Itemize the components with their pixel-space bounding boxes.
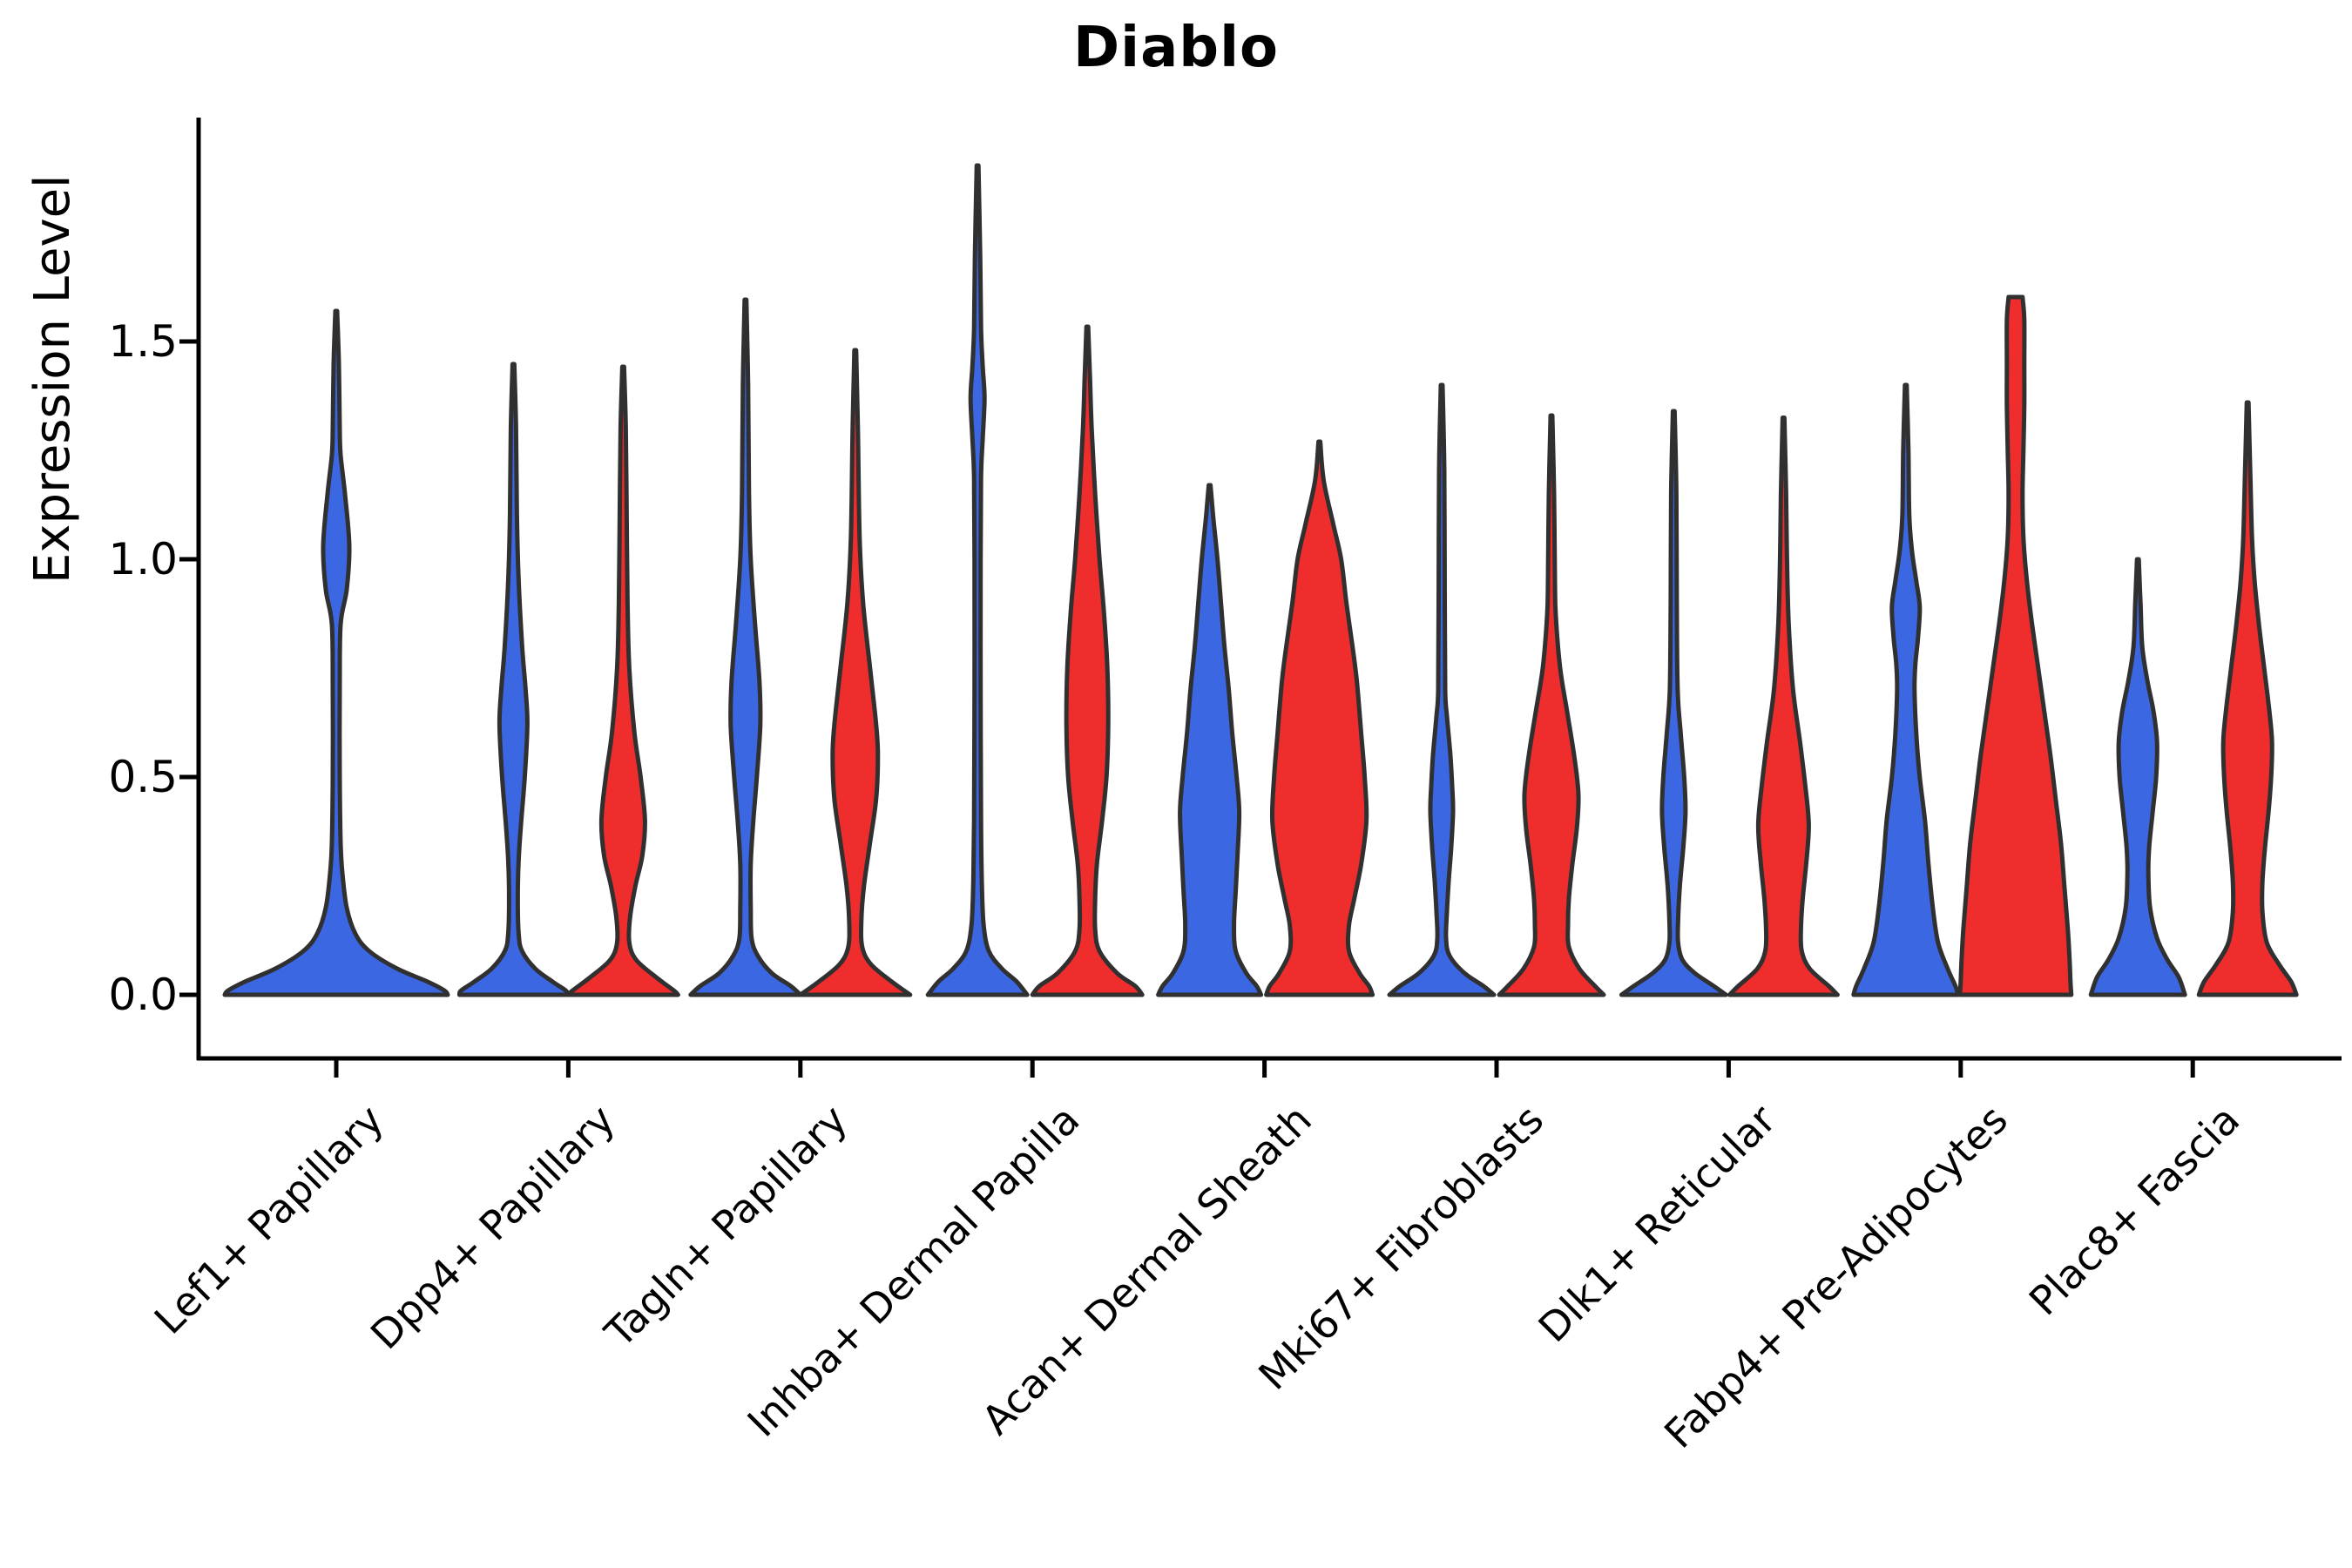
y-tick-label: 0.5	[108, 752, 178, 802]
violin-plac8-fascia-red	[2196, 400, 2299, 997]
violin-tagln-papillary-red	[798, 348, 913, 997]
violin-acan-dermal-sheath-blue	[1156, 483, 1264, 997]
violin-dpp4-papillary-red	[565, 364, 680, 997]
violin-acan-dermal-sheath-red	[1264, 439, 1375, 997]
violin-fabp4-pre-adipocytes-red	[1957, 294, 2074, 997]
violin-plac8-fascia-blue	[2088, 557, 2187, 997]
violin-inhba-dermal-papilla-blue	[925, 163, 1030, 997]
violin-fabp4-pre-adipocytes-blue	[1851, 382, 1961, 997]
chart-title: Diablo	[1073, 16, 1279, 80]
violin-dlk1-reticular-red	[1727, 416, 1840, 997]
y-tick-label: 1.5	[108, 316, 178, 367]
violin-tagln-papillary-blue	[688, 297, 803, 997]
violin-dpp4-papillary-blue	[456, 362, 570, 997]
violin-inhba-dermal-papilla-red	[1030, 324, 1145, 997]
violin-mki67-fibroblasts-blue	[1387, 382, 1497, 997]
y-tick-label: 1.0	[108, 534, 178, 585]
y-tick-label: 0.0	[108, 970, 178, 1020]
violin-mki67-fibroblasts-red	[1497, 413, 1606, 997]
violin-dlk1-reticular-blue	[1619, 409, 1728, 997]
violin-lef1-papillary-blue	[222, 308, 450, 997]
